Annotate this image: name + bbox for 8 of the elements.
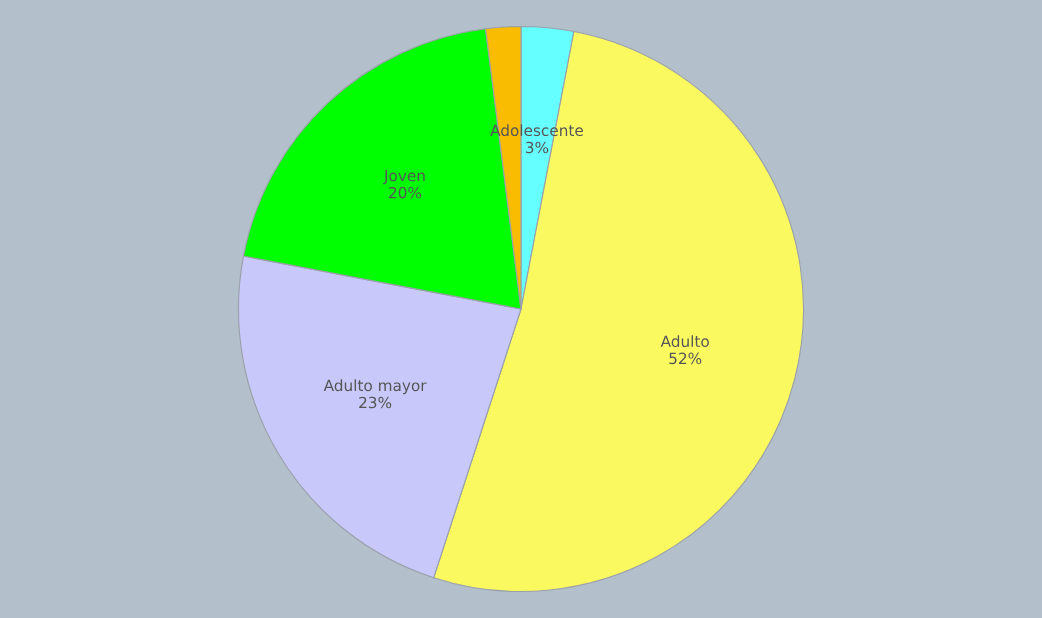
data-label: 3% [526,141,549,154]
slice-label: Joven [383,169,425,185]
data-label: 23% [359,396,392,409]
data-label: 52% [669,352,702,365]
slice-label: Adulto [660,335,709,348]
slice-label: Adolescente [490,124,583,137]
slice-label: Adulto mayor [323,379,427,395]
data-label: 20% [389,186,422,199]
